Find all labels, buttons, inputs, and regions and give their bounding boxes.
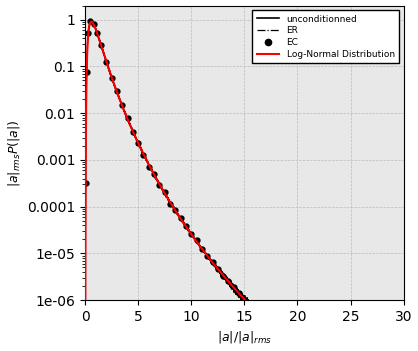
EC (84, 69, 89, 74)
Log-Normal Distribution (290, 344, 295, 348)
unconditionned (356, 345, 361, 349)
EC (274, 327, 279, 331)
EC (136, 141, 141, 146)
EC (94, 31, 99, 35)
EC (252, 307, 257, 312)
EC (115, 89, 120, 93)
EC (91, 22, 96, 26)
EC (109, 76, 114, 80)
EC (83, 181, 88, 185)
ER (83, 345, 88, 349)
EC (178, 216, 183, 220)
EC (168, 202, 173, 206)
EC (242, 298, 247, 302)
unconditionned (210, 260, 215, 264)
EC (295, 345, 300, 349)
EC (99, 43, 104, 47)
EC (173, 208, 178, 212)
ER (210, 260, 215, 264)
unconditionned (380, 345, 385, 349)
EC (141, 153, 146, 157)
Log-Normal Distribution (204, 253, 209, 257)
Log-Normal Distribution (140, 151, 145, 155)
ER (371, 345, 376, 349)
EC (157, 183, 162, 187)
EC (237, 291, 242, 295)
unconditionned (371, 345, 376, 349)
ER (356, 345, 361, 349)
EC (306, 345, 311, 349)
EC (221, 273, 226, 278)
EC (184, 224, 189, 228)
unconditionned (83, 345, 88, 349)
EC (316, 345, 321, 349)
EC (215, 267, 220, 271)
Line: Log-Normal Distribution: Log-Normal Distribution (85, 22, 404, 351)
ER (224, 275, 229, 279)
EC (125, 115, 130, 120)
EC (210, 260, 215, 264)
EC (231, 285, 236, 289)
EC (205, 254, 210, 258)
EC (284, 340, 289, 344)
EC (86, 31, 91, 35)
EC (162, 190, 167, 194)
unconditionned (224, 279, 229, 283)
Legend: unconditionned, ER, EC, Log-Normal Distribution: unconditionned, ER, EC, Log-Normal Distr… (252, 10, 399, 63)
ER (299, 345, 304, 349)
EC (226, 279, 231, 283)
Line: ER: ER (85, 21, 382, 347)
EC (199, 247, 204, 251)
EC (130, 130, 135, 134)
EC (189, 232, 194, 236)
Log-Normal Distribution (274, 329, 279, 333)
unconditionned (299, 345, 304, 349)
EC (152, 172, 157, 176)
Line: unconditionned: unconditionned (85, 20, 382, 347)
Line: EC: EC (83, 18, 321, 349)
ER (208, 258, 213, 262)
unconditionned (89, 18, 94, 22)
Y-axis label: $|a|_{rms}P(|a|)$: $|a|_{rms}P(|a|)$ (5, 119, 22, 187)
EC (88, 19, 93, 23)
ER (380, 345, 385, 349)
X-axis label: $|a| / |a|_{rms}$: $|a| / |a|_{rms}$ (217, 330, 272, 345)
EC (194, 238, 199, 242)
EC (104, 60, 109, 64)
EC (120, 103, 125, 107)
Log-Normal Distribution (89, 20, 94, 24)
ER (90, 19, 95, 23)
EC (263, 319, 268, 323)
unconditionned (208, 257, 213, 261)
EC (146, 165, 151, 169)
